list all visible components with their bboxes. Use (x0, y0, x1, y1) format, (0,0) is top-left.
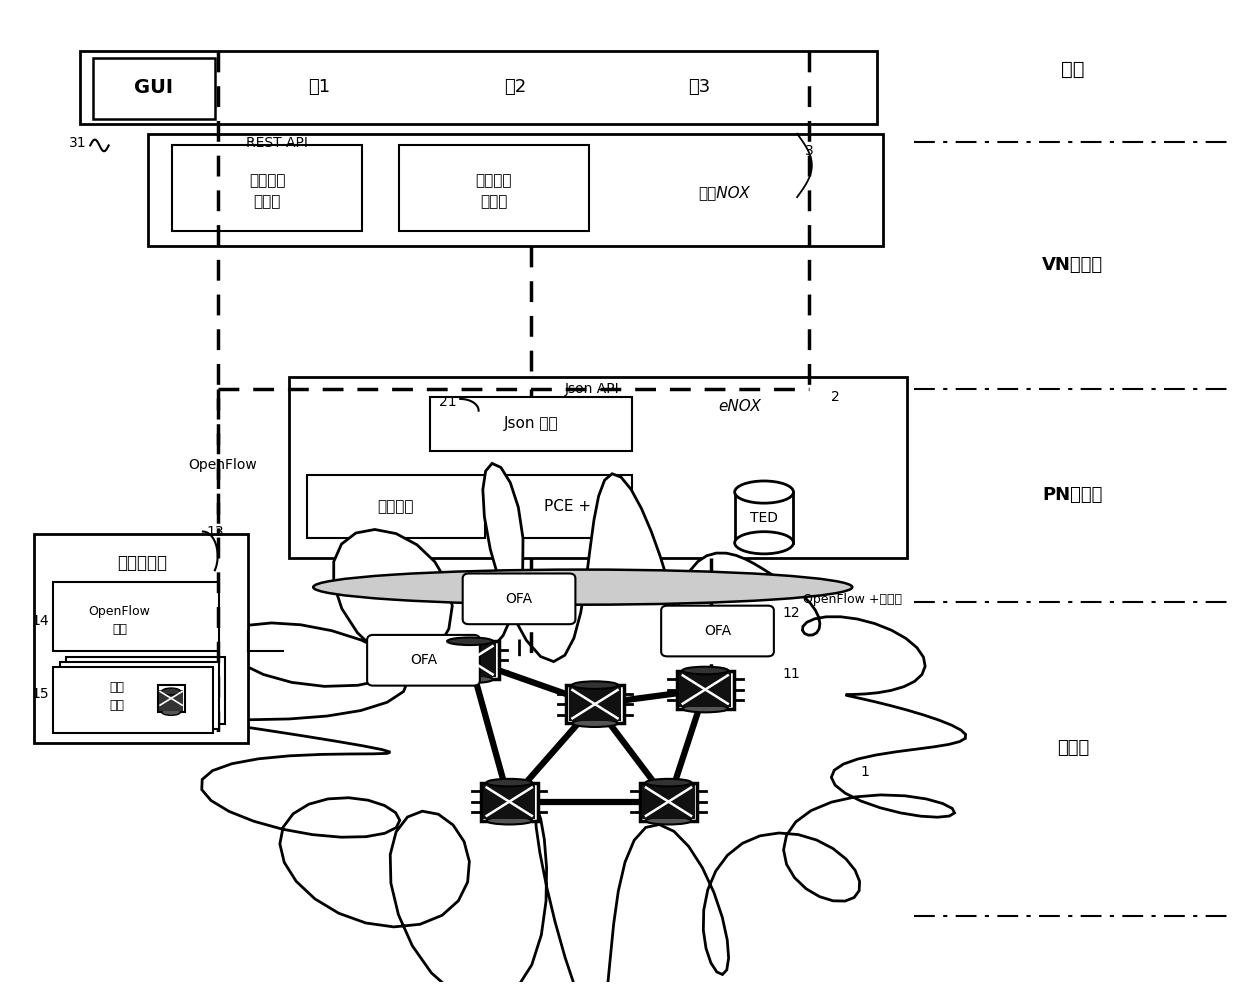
Text: 网关: 网关 (113, 622, 128, 636)
Ellipse shape (646, 779, 691, 786)
Ellipse shape (735, 532, 793, 554)
Text: 虚拟路由: 虚拟路由 (476, 173, 512, 188)
Text: OpenFlow +光扩展: OpenFlow +光扩展 (803, 593, 902, 606)
FancyBboxPatch shape (430, 397, 632, 451)
Text: GUI: GUI (135, 78, 173, 97)
Text: Json 网关: Json 网关 (503, 416, 558, 431)
FancyBboxPatch shape (462, 574, 575, 624)
Text: 应2: 应2 (504, 78, 527, 96)
Text: 12: 12 (782, 606, 800, 620)
Bar (444, 643, 497, 677)
Bar (66, 658, 225, 724)
Bar (566, 685, 623, 723)
Ellipse shape (313, 570, 852, 604)
Ellipse shape (646, 817, 691, 825)
Text: 3: 3 (805, 144, 814, 158)
Text: 14: 14 (31, 614, 48, 628)
FancyBboxPatch shape (367, 635, 479, 685)
Bar (735, 493, 793, 543)
Text: 交互引擎: 交互引擎 (378, 499, 414, 514)
Text: OpenFlow: OpenFlow (188, 458, 256, 472)
Bar (679, 673, 731, 706)
Bar (642, 784, 695, 819)
Text: 31: 31 (69, 136, 87, 150)
Text: 应3: 应3 (688, 78, 710, 96)
Text: 云层: 云层 (1061, 60, 1084, 79)
Bar (441, 641, 499, 679)
Polygon shape (172, 464, 965, 989)
FancyBboxPatch shape (662, 605, 774, 657)
FancyBboxPatch shape (503, 475, 632, 538)
Text: OFA: OFA (410, 654, 437, 668)
Text: 改进NOX: 改进NOX (698, 185, 750, 200)
Text: 虚拟: 虚拟 (110, 681, 125, 694)
Ellipse shape (161, 688, 181, 695)
Bar (481, 782, 538, 821)
Ellipse shape (486, 779, 533, 786)
Ellipse shape (572, 719, 618, 727)
Bar (157, 684, 185, 712)
Text: OFA: OFA (704, 624, 731, 638)
Text: 管理器: 管理器 (254, 195, 281, 210)
Text: 节点控制器: 节点控制器 (116, 554, 167, 572)
FancyBboxPatch shape (81, 50, 877, 124)
Text: 11: 11 (782, 667, 800, 680)
Text: OFA: OFA (506, 591, 533, 606)
Bar (53, 668, 213, 734)
Text: Json API: Json API (565, 382, 620, 397)
Text: 路由: 路由 (110, 698, 125, 712)
Ellipse shape (447, 638, 493, 645)
Text: 2: 2 (830, 390, 840, 404)
Text: TED: TED (750, 511, 778, 525)
Text: 应1: 应1 (309, 78, 331, 96)
Bar (59, 663, 219, 729)
Text: 虚拟路由: 虚拟路由 (249, 173, 285, 188)
FancyBboxPatch shape (399, 145, 589, 231)
Text: PN控制层: PN控制层 (1042, 486, 1103, 503)
Text: 15: 15 (31, 687, 48, 701)
Ellipse shape (735, 481, 793, 503)
FancyBboxPatch shape (93, 57, 216, 119)
Ellipse shape (683, 667, 729, 674)
FancyBboxPatch shape (53, 583, 219, 651)
Text: 管理器: 管理器 (481, 195, 508, 210)
FancyBboxPatch shape (289, 378, 907, 558)
Text: 1: 1 (860, 765, 869, 779)
Bar (569, 687, 621, 721)
FancyBboxPatch shape (147, 134, 883, 246)
Bar (676, 671, 733, 708)
Text: OpenFlow: OpenFlow (89, 605, 151, 618)
Ellipse shape (683, 705, 729, 712)
FancyBboxPatch shape (172, 145, 362, 231)
Text: 21: 21 (439, 395, 457, 408)
Bar (639, 782, 698, 821)
Ellipse shape (572, 681, 618, 689)
Text: 13: 13 (207, 524, 224, 539)
Ellipse shape (447, 675, 493, 683)
Bar (159, 690, 183, 711)
Text: 资源层: 资源层 (1057, 739, 1089, 757)
Bar (483, 784, 535, 819)
Text: VN控制层: VN控制层 (1042, 256, 1104, 274)
Text: PCE +: PCE + (544, 499, 591, 514)
Ellipse shape (161, 708, 181, 715)
Text: REST API: REST API (245, 136, 307, 150)
Ellipse shape (486, 817, 533, 825)
FancyBboxPatch shape (307, 475, 484, 538)
FancyBboxPatch shape (33, 533, 248, 743)
Text: eNOX: eNOX (719, 400, 761, 414)
